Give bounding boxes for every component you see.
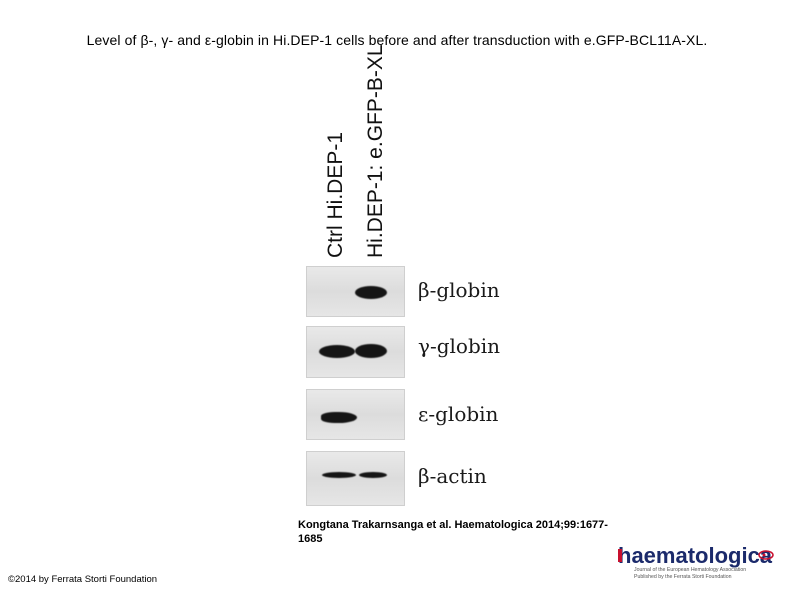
figure-title: Level of β-, γ- and ε-globin in Hi.DEP-1…	[86, 32, 708, 48]
citation-line-2: 1685	[298, 533, 323, 545]
blot-label-beta-actin: β-actin	[418, 464, 487, 488]
band-gamma-globin-control	[319, 345, 355, 358]
lane-label-control: Ctrl Hi.DEP-1	[324, 131, 347, 258]
citation-line-1: Kongtana Trakarnsanga et al. Haematologi…	[298, 519, 608, 531]
copyright-notice: ©2014 by Ferrata Storti Foundation	[8, 574, 158, 585]
logo-wordmark: haematologica	[618, 543, 773, 568]
logo-accent-mark	[618, 549, 622, 562]
blot-label-gamma-globin: γ-globin	[418, 334, 501, 358]
citation: Kongtana Trakarnsanga et al. Haematologi…	[298, 518, 648, 546]
blot-label-epsilon-globin: ε-globin	[418, 402, 499, 426]
logo-subtitle-2: Published by the Ferrata Storti Foundati…	[634, 574, 732, 580]
haematologica-logo: haematologica Journal of the European He…	[618, 543, 774, 580]
blot-panel-gamma-globin	[306, 326, 405, 378]
band-beta-actin-control	[322, 472, 356, 478]
logo-emblem-icon	[758, 550, 774, 560]
blot-panel-beta-globin	[306, 266, 405, 317]
band-beta-globin-transduced	[355, 286, 387, 299]
blot-label-beta-globin: β-globin	[418, 278, 500, 302]
lane-label-transduced: Hi.DEP-1: e.GFP-B-XL	[364, 44, 387, 258]
blot-panel-epsilon-globin	[306, 389, 405, 440]
band-gamma-globin-transduced	[355, 344, 387, 358]
blot-panel-beta-actin	[306, 451, 405, 506]
band-epsilon-globin-control	[321, 412, 357, 423]
band-beta-actin-transduced	[359, 472, 387, 478]
logo-subtitle-1: Journal of the European Hematology Assoc…	[634, 567, 746, 573]
